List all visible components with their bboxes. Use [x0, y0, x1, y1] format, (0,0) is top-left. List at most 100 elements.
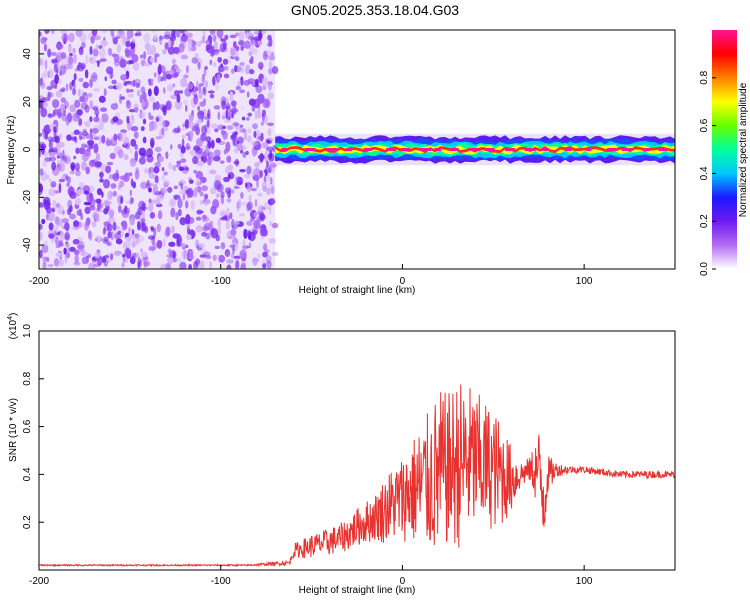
noise-speckle	[141, 222, 147, 232]
noise-speckle	[131, 114, 135, 125]
noise-speckle	[230, 134, 238, 141]
noise-speckle	[124, 205, 128, 214]
noise-speckle	[151, 199, 158, 204]
noise-speckle	[262, 185, 267, 192]
noise-speckle	[101, 113, 109, 123]
noise-speckle	[209, 93, 215, 99]
noise-speckle	[253, 219, 261, 229]
noise-speckle	[260, 121, 264, 126]
noise-speckle	[179, 190, 184, 195]
snr-y-multiplier: (x104)	[7, 313, 19, 340]
noise-speckle	[61, 175, 66, 180]
noise-speckle	[246, 201, 253, 211]
noise-speckle	[234, 56, 240, 62]
noise-speckle	[68, 32, 75, 43]
noise-speckle	[118, 131, 127, 138]
band-core	[363, 148, 373, 151]
noise-speckle	[83, 190, 89, 195]
band-layer	[275, 146, 675, 154]
noise-speckle	[97, 236, 101, 244]
noise-speckle	[234, 125, 243, 133]
noise-speckle	[187, 216, 195, 224]
noise-speckle	[226, 259, 234, 264]
noise-speckle	[219, 42, 226, 53]
noise-speckle	[231, 100, 237, 107]
noise-speckle	[78, 48, 84, 56]
noise-speckle	[188, 121, 195, 129]
noise-speckle	[184, 166, 189, 171]
noise-speckle	[47, 92, 54, 98]
noise-speckle	[58, 240, 64, 247]
noise-speckle	[65, 115, 70, 126]
noise-speckle	[219, 160, 225, 164]
noise-speckle	[205, 136, 212, 143]
noise-speckle	[112, 116, 119, 123]
noise-speckle	[185, 200, 189, 209]
noise-speckle	[45, 256, 50, 263]
noise-speckle	[239, 249, 247, 259]
noise-speckle	[55, 90, 63, 98]
noise-speckle	[168, 198, 174, 207]
noise-speckle	[76, 210, 81, 216]
noise-speckle	[212, 254, 217, 261]
band-core	[541, 148, 549, 151]
noise-speckle	[224, 187, 232, 195]
noise-speckle	[102, 179, 111, 189]
noise-speckle	[98, 134, 102, 145]
noise-speckle	[132, 238, 140, 245]
noise-speckle	[61, 218, 69, 224]
noise-speckle	[243, 130, 248, 141]
noise-speckle	[155, 116, 160, 123]
noise-speckle	[235, 45, 240, 51]
noise-speckle	[73, 220, 80, 228]
noise-speckle	[233, 185, 240, 190]
noise-speckle	[69, 170, 75, 175]
noise-speckle	[193, 169, 197, 174]
x-tick-label: -200	[29, 276, 49, 287]
noise-speckle	[175, 68, 182, 73]
noise-speckle	[103, 88, 107, 97]
noise-speckle	[138, 156, 146, 165]
noise-speckle	[92, 48, 99, 57]
noise-speckle	[55, 252, 64, 258]
noise-speckle	[90, 74, 98, 79]
noise-speckle	[195, 137, 204, 148]
noise-speckle	[110, 30, 115, 37]
noise-speckle	[126, 99, 130, 106]
noise-speckle	[257, 204, 264, 213]
noise-speckle	[247, 112, 253, 117]
noise-speckle	[217, 56, 222, 63]
noise-speckle	[130, 125, 139, 132]
noise-speckle	[236, 180, 243, 186]
noise-speckle	[78, 131, 83, 141]
noise-speckle	[225, 221, 231, 230]
noise-speckle	[208, 41, 212, 49]
noise-speckle	[143, 51, 147, 60]
noise-speckle	[168, 69, 175, 75]
noise-speckle	[254, 198, 258, 208]
noise-speckle	[89, 45, 93, 55]
noise-speckle	[157, 210, 163, 220]
noise-speckle	[222, 58, 229, 65]
noise-speckle	[112, 172, 120, 182]
noise-speckle	[246, 184, 252, 193]
noise-speckle	[39, 132, 43, 137]
noise-speckle	[41, 72, 47, 79]
noise-speckle	[92, 211, 99, 220]
noise-speckle	[226, 264, 232, 269]
noise-speckle	[210, 139, 215, 149]
noise-speckle	[177, 125, 181, 134]
y-tick-label: 1.0	[22, 324, 33, 338]
noise-speckle	[117, 230, 121, 235]
noise-speckle	[181, 249, 189, 260]
noise-speckle	[234, 220, 240, 225]
noise-speckle	[65, 175, 69, 182]
noise-speckle	[238, 31, 245, 42]
noise-speckle	[236, 143, 244, 152]
noise-speckle	[182, 193, 186, 201]
noise-speckle	[115, 82, 123, 90]
noise-speckle	[55, 42, 64, 50]
band-core	[564, 148, 572, 151]
noise-speckle	[79, 136, 85, 140]
noise-speckle	[268, 67, 273, 75]
